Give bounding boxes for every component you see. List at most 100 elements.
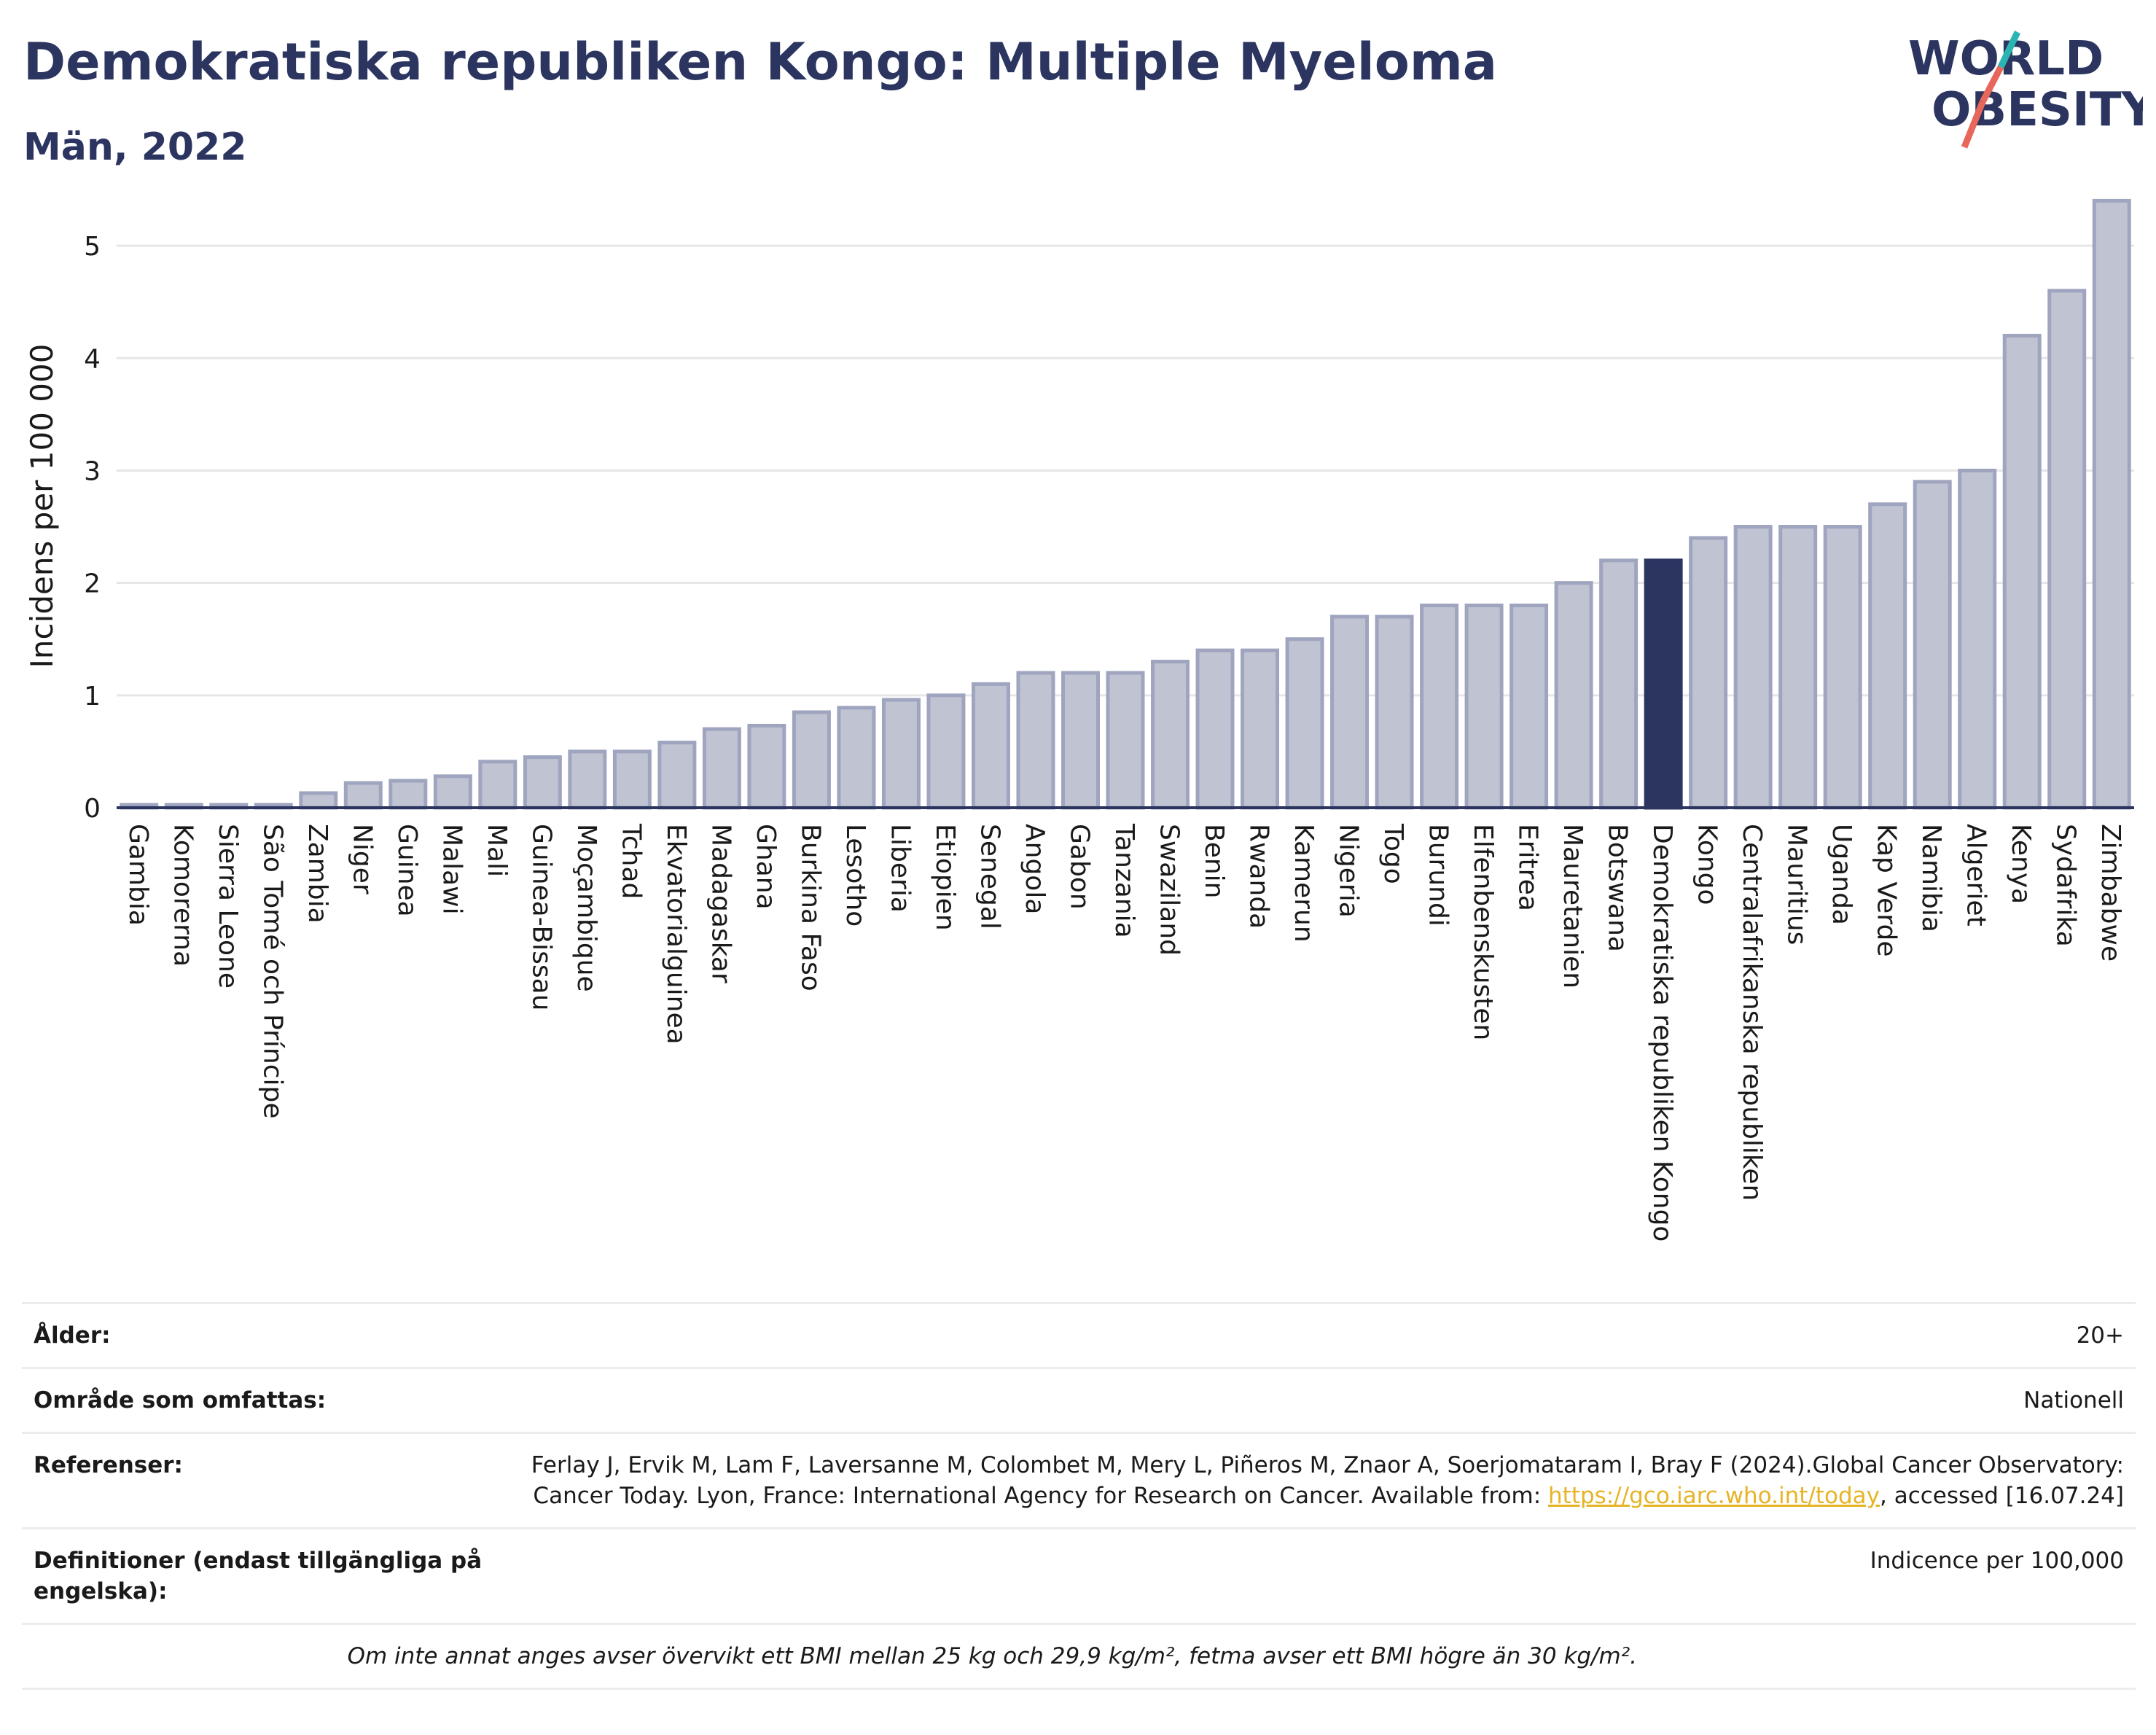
bar — [1016, 671, 1055, 810]
x-tick-label: Ekvatorialguinea — [661, 824, 691, 1045]
x-tick-label: Lesotho — [840, 824, 870, 927]
bar — [1285, 637, 1324, 810]
world-obesity-logo: WORLD OBESITY — [1908, 31, 2143, 149]
bar — [657, 741, 697, 810]
bar — [388, 779, 428, 810]
x-tick-label: Moçambique — [571, 824, 601, 992]
area-value: Nationell — [2023, 1387, 2124, 1414]
bar — [1330, 615, 1370, 810]
references-link[interactable]: https://gco.iarc.who.int/today — [1548, 1483, 1880, 1509]
x-tick-label: Tchad — [616, 823, 646, 899]
x-tick-label: Swaziland — [1155, 824, 1184, 956]
definitions-value: Indicence per 100,000 — [1870, 1548, 2124, 1574]
x-tick-label: Tanzania — [1109, 823, 1139, 938]
bar — [1464, 603, 1504, 810]
bmi-note: Om inte annat anges avser övervikt ett B… — [347, 1643, 1637, 1669]
x-tick-label: Sydafrika — [2051, 824, 2081, 947]
bar — [2047, 289, 2087, 810]
x-tick-label: Uganda — [1827, 824, 1856, 925]
bar — [1106, 671, 1145, 810]
bar — [1958, 468, 1997, 810]
bar — [1913, 480, 1952, 810]
x-tick-label: Liberia — [885, 824, 915, 913]
x-tick-label: Ghana — [751, 824, 781, 910]
age-value: 20+ — [2076, 1322, 2124, 1349]
bar — [2092, 198, 2131, 810]
x-tick-label: Kamerun — [1289, 824, 1319, 943]
x-tick-label: Kongo — [1692, 824, 1722, 905]
y-axis-label: Incidens per 100 000 — [24, 344, 60, 668]
logo-text-obesity: OBESITY — [1932, 83, 2143, 137]
bar — [523, 755, 562, 810]
x-tick-label: Kenya — [2006, 824, 2036, 904]
info-row-age: Ålder: 20+ — [22, 1302, 2136, 1367]
bar — [299, 791, 338, 810]
bar — [1420, 603, 1459, 810]
bar — [2002, 333, 2042, 810]
x-tick-label: Benin — [1199, 824, 1229, 898]
x-tick-label: Algeriet — [1961, 824, 1991, 927]
x-tick-label: Elfenbenskusten — [1468, 824, 1498, 1040]
x-tick-label: Malawi — [437, 824, 466, 915]
y-tick-label: 1 — [84, 682, 101, 711]
x-tick-label: Mauretanien — [1558, 824, 1587, 989]
bar — [1195, 648, 1235, 810]
y-tick-label: 3 — [84, 456, 101, 486]
info-table: Ålder: 20+ Område som omfattas: Nationel… — [22, 1302, 2136, 1690]
area-label: Område som omfattas: — [34, 1387, 327, 1414]
bar-chart: 0 1 2 3 4 5 Incidens per 100 000 Gambia Komorern… — [24, 198, 2134, 1241]
references-value: Ferlay J, Ervik M, Lam F, Laversanne M, … — [520, 1450, 2124, 1511]
logo-slash-teal — [1997, 31, 2021, 69]
x-tick-label: Mali — [482, 824, 512, 877]
bar — [837, 706, 876, 810]
bar — [1599, 558, 1639, 810]
page-subtitle: Män, 2022 — [23, 125, 247, 169]
bar — [568, 749, 607, 810]
references-accessed: , accessed [16.07.24] — [1879, 1483, 2124, 1509]
bar — [612, 749, 652, 810]
x-tick-label: São Tomé och Príncipe — [257, 824, 287, 1119]
bar — [1689, 536, 1728, 810]
bar — [971, 682, 1010, 810]
x-tick-label: Togo — [1378, 823, 1408, 884]
bar — [1241, 648, 1280, 810]
bar — [1554, 581, 1593, 810]
logo-slash-red — [1980, 65, 2004, 104]
bar — [343, 781, 383, 810]
info-row-references: Referenser: Ferlay J, Ervik M, Lam F, La… — [22, 1432, 2136, 1527]
x-tick-label: Guinea-Bissau — [526, 824, 556, 1011]
x-tick-label: Nigeria — [1334, 824, 1364, 918]
x-tick-label: Komorerna — [168, 824, 198, 967]
bar — [747, 723, 786, 810]
bar — [881, 698, 921, 810]
x-tick-label: Etiopien — [930, 824, 960, 931]
x-tick-label: Guinea — [392, 824, 422, 917]
y-tick-label: 5 — [84, 232, 101, 262]
bar — [1644, 558, 1683, 810]
definitions-label: Definitioner (endast tillgängliga på eng… — [34, 1548, 483, 1605]
bar — [1733, 525, 1773, 810]
bar — [478, 760, 517, 810]
x-tick-label: Sierra Leone — [213, 824, 243, 989]
bar — [1823, 525, 1862, 810]
y-tick-label: 0 — [84, 794, 101, 824]
x-tick-label: Senegal — [975, 824, 1004, 929]
bar — [702, 727, 741, 810]
logo-slash-red-lower — [1961, 101, 1986, 149]
x-tick-label: Gambia — [123, 824, 153, 926]
bar — [1151, 660, 1190, 810]
page-title: Demokratiska republiken Kongo: Multiple … — [23, 32, 1498, 92]
x-tick-label: Angola — [1020, 824, 1050, 914]
bar — [433, 774, 472, 810]
bar — [1061, 671, 1100, 810]
x-tick-label: Kap Verde — [1872, 824, 1902, 956]
x-tick-label: Centralafrikanska republiken — [1737, 824, 1767, 1201]
x-tick-label: Zimbabwe — [2096, 824, 2125, 962]
info-row-definitions: Definitioner (endast tillgängliga på eng… — [22, 1527, 2136, 1623]
x-tick-label: Namibia — [1916, 824, 1946, 932]
age-label: Ålder: — [34, 1322, 111, 1349]
x-tick-label: Mauritius — [1782, 824, 1812, 945]
x-tick-label: Demokratiska republiken Kongo — [1647, 824, 1677, 1241]
bar — [1375, 615, 1414, 810]
x-tick-label: Burkina Faso — [795, 824, 825, 991]
